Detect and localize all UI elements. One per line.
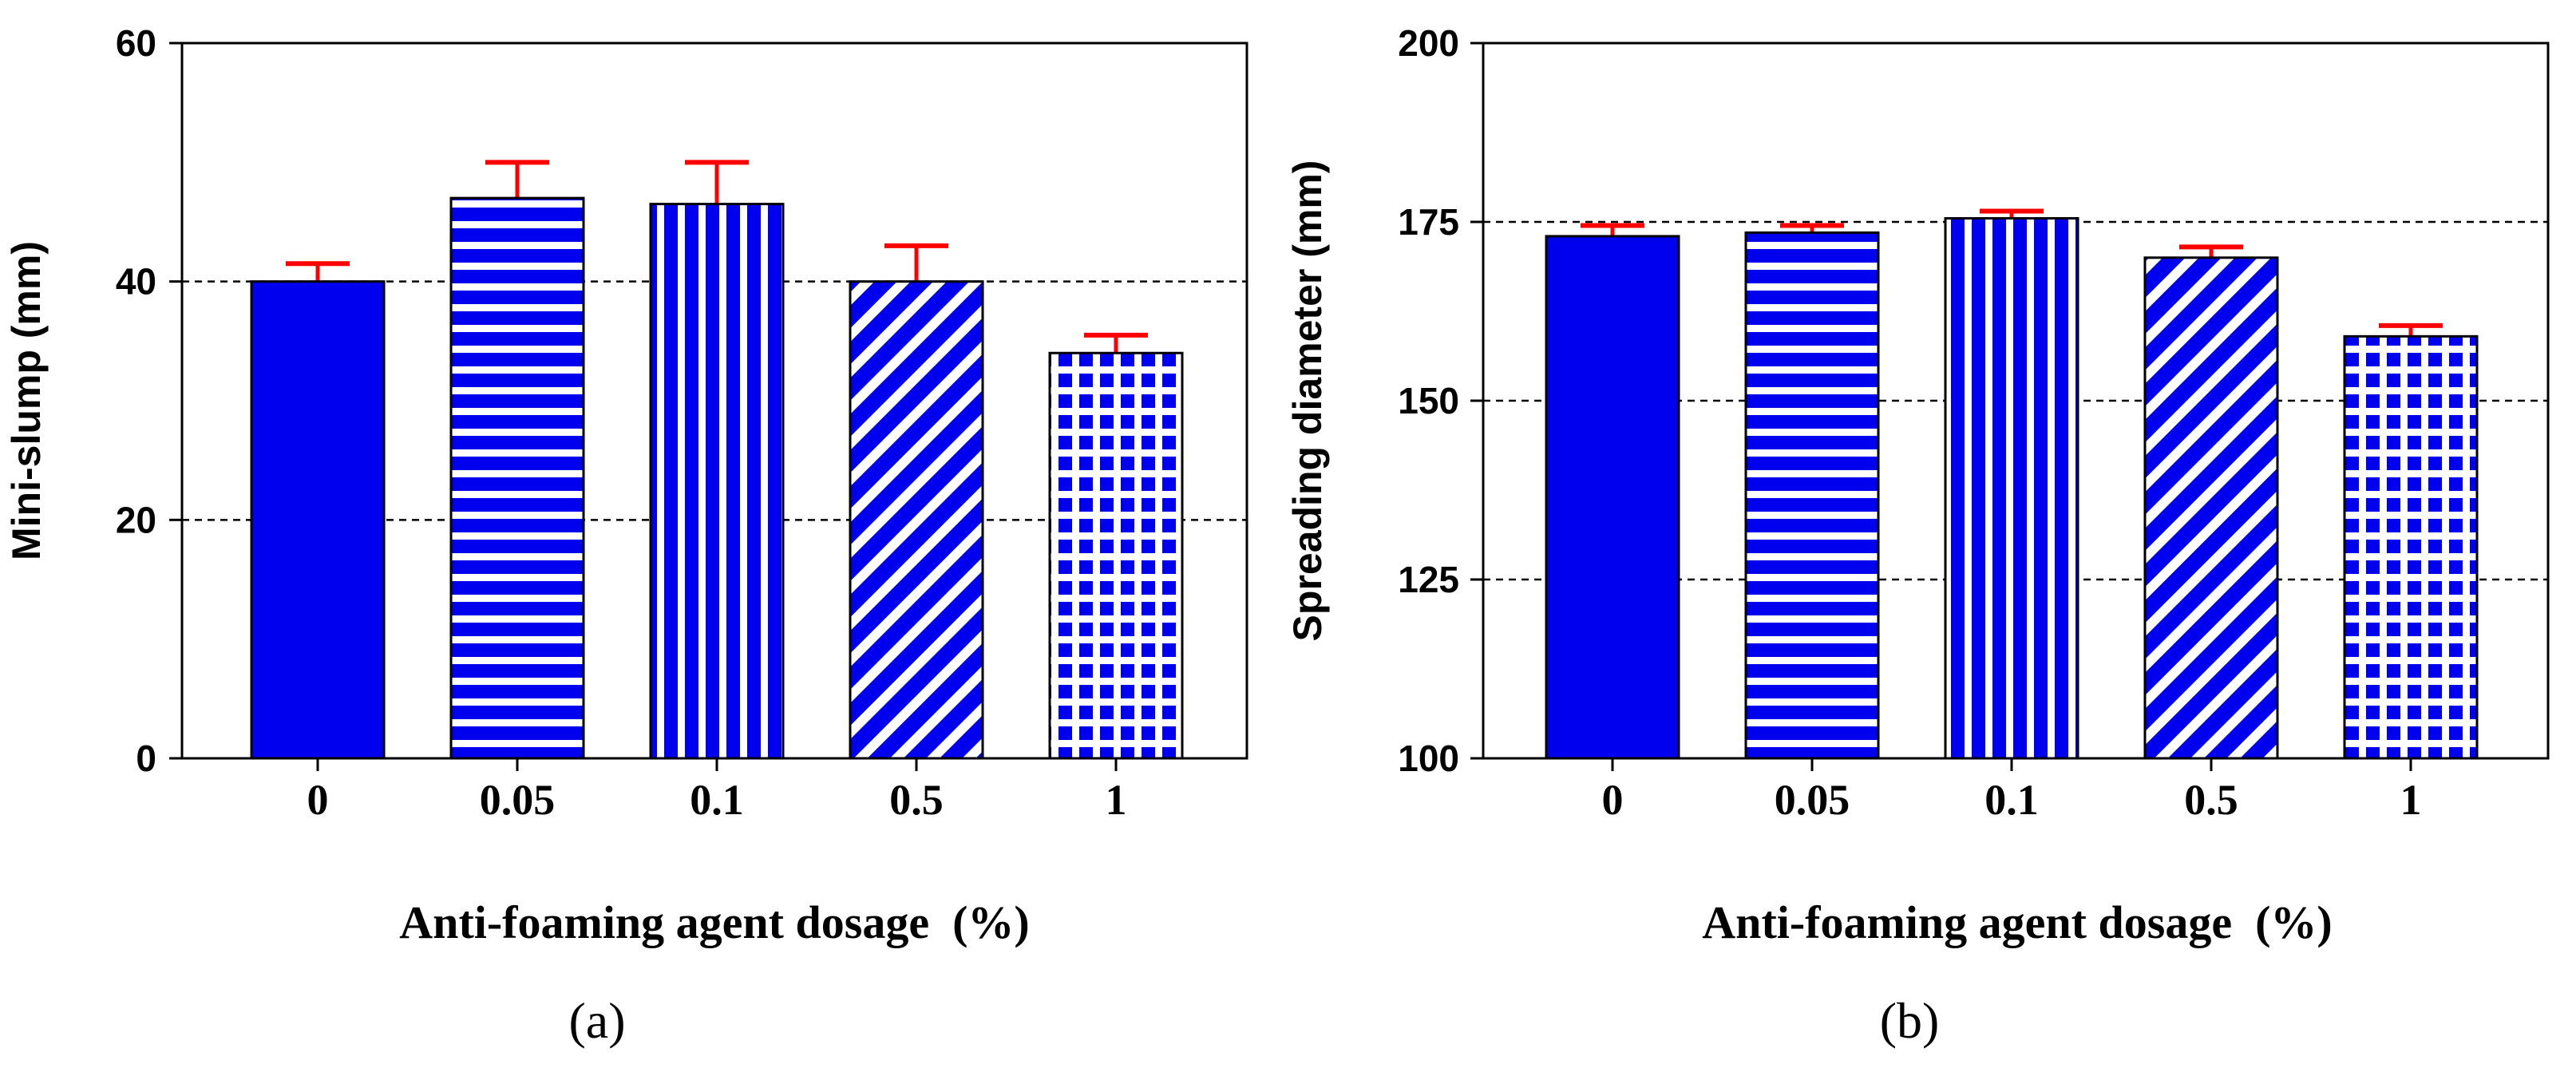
y-tick-label: 125 (1398, 559, 1459, 600)
x-tick-label: 1 (1106, 776, 1127, 824)
x-axis-label: Anti-foaming agent dosage (%) (399, 896, 1029, 948)
panel-label: (b) (1880, 992, 1940, 1049)
x-tick-label: 0.1 (690, 776, 744, 824)
bar-0_05 (449, 196, 585, 760)
y-tick-label: 40 (116, 261, 156, 303)
y-tick-label: 100 (1398, 738, 1459, 779)
x-tick-label: 0.05 (480, 776, 556, 824)
bar-1 (2343, 334, 2479, 760)
bar-0_5 (849, 280, 984, 760)
panel-label: (a) (568, 992, 625, 1049)
x-tick-label: 0.1 (1984, 776, 2039, 824)
y-tick-label: 175 (1398, 201, 1459, 243)
x-tick-label: 0 (1602, 776, 1624, 824)
x-tick-label: 0 (307, 776, 329, 824)
y-tick-label: 20 (116, 499, 156, 540)
y-tick-label: 150 (1398, 380, 1459, 421)
y-tick-label: 0 (136, 738, 156, 779)
plot-frame (180, 42, 1248, 760)
y-tick-label: 200 (1398, 22, 1459, 64)
x-tick-label: 1 (2400, 776, 2422, 824)
bar-0 (250, 280, 386, 760)
x-tick-label: 0.5 (889, 776, 944, 824)
bar-0_05 (1744, 231, 1880, 760)
bar-0_1 (1944, 217, 2079, 760)
x-axis-label: Anti-foaming agent dosage (%) (1702, 896, 2332, 948)
chart-panel-a: 0 0.05 0.1 0.5 1 0 20 40 60 Anti-foaming agent do… (4, 22, 1248, 1049)
chart-panel-b: 0 0.05 0.1 0.5 1 100 125 150 175 200 Anti-foaming … (1285, 22, 2550, 1049)
bar-0_5 (2143, 256, 2279, 760)
x-tick-label: 0.05 (1775, 776, 1850, 824)
y-tick-label: 60 (116, 22, 156, 64)
y-axis-label: Mini-slump (mm) (4, 241, 49, 560)
bar-0 (1545, 235, 1680, 760)
bar-0_1 (649, 203, 785, 760)
bar-1 (1048, 351, 1184, 760)
y-axis-label: Spreading diameter (mm) (1285, 160, 1330, 642)
x-tick-label: 0.5 (2184, 776, 2238, 824)
